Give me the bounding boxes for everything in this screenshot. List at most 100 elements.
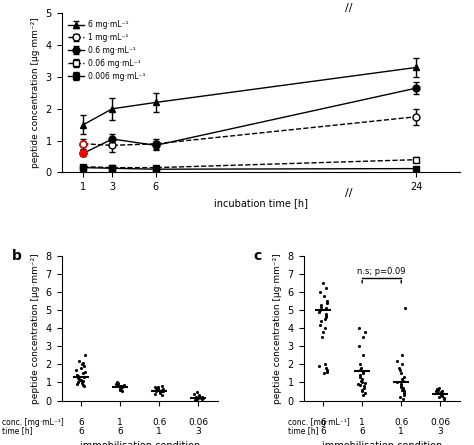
Point bbox=[398, 386, 406, 393]
Point bbox=[356, 361, 364, 368]
Text: 6: 6 bbox=[78, 426, 84, 436]
Point bbox=[438, 391, 446, 398]
Point bbox=[118, 383, 125, 390]
Point bbox=[74, 372, 82, 380]
Text: 0.06: 0.06 bbox=[430, 418, 450, 427]
Point bbox=[190, 391, 198, 398]
Point bbox=[317, 303, 325, 310]
Point bbox=[317, 317, 325, 324]
Y-axis label: peptide concentration [μg·mm⁻²]: peptide concentration [μg·mm⁻²] bbox=[31, 253, 40, 404]
Point bbox=[75, 375, 82, 382]
Point bbox=[315, 363, 323, 370]
Point bbox=[154, 386, 162, 393]
Point bbox=[78, 380, 85, 387]
Point bbox=[318, 334, 326, 341]
Point bbox=[399, 385, 407, 392]
Point bbox=[398, 361, 406, 368]
Point bbox=[195, 392, 203, 399]
Point bbox=[154, 386, 161, 393]
Text: //: // bbox=[345, 188, 352, 198]
Point bbox=[433, 385, 441, 392]
Point bbox=[360, 383, 367, 390]
Text: 0.06: 0.06 bbox=[188, 418, 208, 427]
Point bbox=[440, 394, 447, 401]
Text: //: // bbox=[345, 4, 352, 13]
Point bbox=[119, 383, 127, 390]
Point bbox=[399, 384, 406, 392]
Point bbox=[400, 390, 408, 397]
Point bbox=[195, 392, 202, 400]
Point bbox=[80, 373, 87, 380]
Point bbox=[358, 375, 366, 382]
Text: 1: 1 bbox=[398, 426, 404, 436]
Point bbox=[193, 389, 201, 396]
Text: n.s; p=0.09: n.s; p=0.09 bbox=[357, 267, 406, 276]
Point bbox=[77, 376, 85, 383]
Point bbox=[80, 363, 88, 370]
Point bbox=[435, 393, 443, 400]
Point bbox=[432, 388, 440, 395]
Point bbox=[192, 394, 200, 401]
Point bbox=[156, 390, 164, 397]
Point bbox=[199, 395, 207, 402]
Text: 1: 1 bbox=[117, 418, 123, 427]
Point bbox=[435, 386, 442, 393]
Point bbox=[159, 387, 166, 394]
Point bbox=[79, 379, 86, 386]
Legend: 6 mg·mL⁻¹, 1 mg·mL⁻¹, 0.6 mg·mL⁻¹, 0.06 mg·mL⁻¹, 0.006 mg·mL⁻¹: 6 mg·mL⁻¹, 1 mg·mL⁻¹, 0.6 mg·mL⁻¹, 0.06 … bbox=[65, 17, 148, 84]
Text: c: c bbox=[254, 249, 262, 263]
Point bbox=[158, 392, 166, 399]
Text: 3: 3 bbox=[438, 426, 443, 436]
Point bbox=[322, 285, 329, 292]
Point bbox=[315, 308, 323, 316]
Point bbox=[152, 384, 160, 392]
Point bbox=[400, 373, 408, 380]
Point bbox=[73, 380, 81, 388]
Point bbox=[191, 396, 199, 403]
Text: 3: 3 bbox=[195, 426, 201, 436]
Point bbox=[80, 377, 87, 384]
Point bbox=[317, 301, 325, 308]
Point bbox=[356, 372, 364, 379]
Point bbox=[397, 370, 405, 377]
Point bbox=[399, 375, 406, 382]
Point bbox=[193, 396, 201, 403]
Point bbox=[322, 314, 329, 321]
Point bbox=[316, 307, 323, 314]
Y-axis label: peptide concentration [μg·mm⁻²]: peptide concentration [μg·mm⁻²] bbox=[273, 253, 282, 404]
Point bbox=[396, 366, 404, 373]
Point bbox=[324, 298, 331, 305]
Point bbox=[401, 305, 409, 312]
Point bbox=[355, 343, 363, 350]
Point bbox=[322, 310, 329, 317]
Point bbox=[400, 377, 407, 384]
Point bbox=[75, 357, 83, 364]
Point bbox=[438, 392, 446, 400]
Text: b: b bbox=[12, 249, 21, 263]
Point bbox=[322, 305, 329, 312]
Point bbox=[321, 361, 329, 368]
Text: time [h]: time [h] bbox=[288, 426, 319, 436]
Point bbox=[117, 382, 124, 389]
Point bbox=[158, 383, 166, 390]
Point bbox=[400, 392, 408, 399]
Point bbox=[82, 368, 89, 375]
Point bbox=[357, 377, 365, 384]
Point bbox=[155, 384, 162, 391]
Point bbox=[359, 334, 367, 341]
Point bbox=[73, 372, 81, 379]
X-axis label: immobilisation condition: immobilisation condition bbox=[80, 441, 200, 445]
Point bbox=[438, 387, 446, 394]
Point bbox=[115, 381, 122, 388]
Point bbox=[397, 384, 404, 391]
Point bbox=[438, 389, 445, 396]
Point bbox=[360, 392, 367, 399]
Point bbox=[355, 325, 363, 332]
Point bbox=[360, 384, 368, 392]
Point bbox=[397, 380, 405, 388]
Point bbox=[323, 368, 331, 375]
Point bbox=[118, 384, 126, 391]
Point bbox=[115, 380, 122, 387]
Point bbox=[81, 352, 89, 359]
Point bbox=[395, 364, 403, 372]
